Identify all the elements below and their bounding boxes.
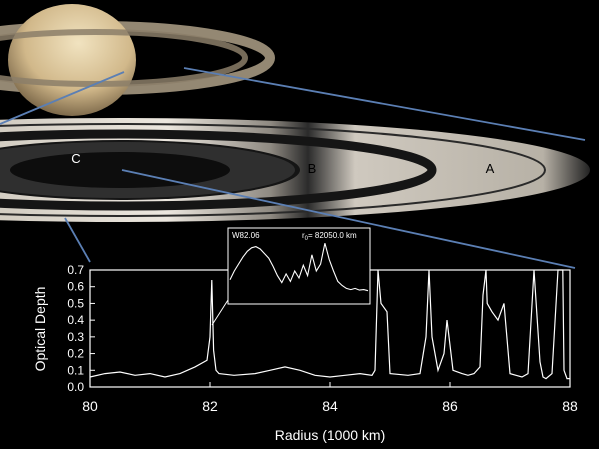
planet-body [8,4,136,116]
inset-panel: W82.06 r0= 82050.0 km [228,228,370,304]
ring-label-b: B [308,161,317,176]
x-axis-label: Radius (1000 km) [275,427,386,443]
x-tick-label: 80 [82,398,98,414]
x-tick-label: 84 [322,398,338,414]
ring-label-a: A [486,161,495,176]
x-tick-label: 88 [562,398,578,414]
connector-3 [65,218,90,262]
y-tick-label: 0.4 [67,313,84,327]
x-tick-label: 86 [442,398,458,414]
y-tick-label: 0.0 [67,380,84,394]
inset-radius-value: = 82050.0 km [308,231,357,240]
y-tick-label: 0.1 [67,363,84,377]
ring-label-c: C [71,151,80,166]
y-tick-label: 0.2 [67,347,84,361]
y-tick-label: 0.7 [67,263,84,277]
y-axis-label: Optical Depth [32,287,48,372]
ring-band [0,118,590,222]
y-tick-label: 0.5 [67,296,84,310]
y-tick-label: 0.6 [67,280,84,294]
c-ring-inner [10,152,230,188]
saturn-thumbnail [0,4,270,116]
x-tick-label: 82 [202,398,218,414]
y-tick-label: 0.3 [67,330,84,344]
inset-label: W82.06 [232,231,260,240]
